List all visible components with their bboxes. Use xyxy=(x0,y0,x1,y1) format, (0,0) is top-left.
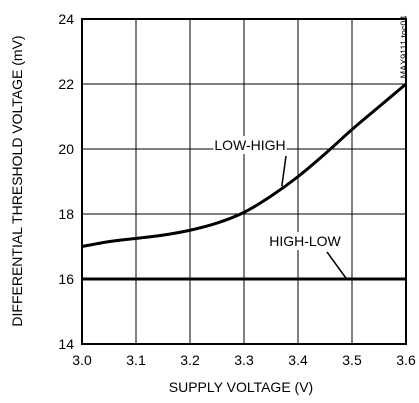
annotation-leader-line xyxy=(326,251,348,280)
y-tick-label: 18 xyxy=(58,206,74,222)
y-tick-label: 22 xyxy=(58,76,74,92)
x-tick-label: 3.5 xyxy=(342,352,362,368)
y-tick-label: 14 xyxy=(58,336,74,352)
frame-layer xyxy=(81,18,407,345)
series-layer xyxy=(81,82,407,281)
grid-layer xyxy=(82,19,406,344)
y-tick-label: 16 xyxy=(58,271,74,287)
x-tick-label: 3.2 xyxy=(180,352,200,368)
x-tick-label: 3.3 xyxy=(234,352,254,368)
y-axis-title: DIFFERENTIAL THRESHOLD VOLTAGE (mV) xyxy=(9,35,25,326)
x-tick-label: 3.1 xyxy=(126,352,146,368)
series-line-low-high xyxy=(81,82,407,248)
annotation-leader-line xyxy=(281,155,287,187)
x-tick-label: 3.0 xyxy=(72,352,92,368)
annotation-low-high: LOW-HIGH xyxy=(214,137,285,153)
y-tick-label: 24 xyxy=(58,11,74,27)
plot-frame xyxy=(81,18,407,345)
y-tick-label: 20 xyxy=(58,141,74,157)
tick-layer: 3.0 3.1 3.2 3.3 3.4 3.5 3.6 14 16 18 20 22 24 xyxy=(58,11,416,368)
annotation-layer: LOW-HIGH HIGH-LOW xyxy=(213,136,348,280)
x-axis-title: SUPPLY VOLTAGE (V) xyxy=(169,379,313,395)
x-tick-label: 3.4 xyxy=(288,352,308,368)
annotation-high-low: HIGH-LOW xyxy=(269,233,341,249)
annotation-backing xyxy=(213,136,287,154)
x-tick-label: 3.6 xyxy=(396,352,416,368)
annotation-backing xyxy=(268,232,342,250)
code-label: MAX9111 toc04 xyxy=(399,16,409,79)
